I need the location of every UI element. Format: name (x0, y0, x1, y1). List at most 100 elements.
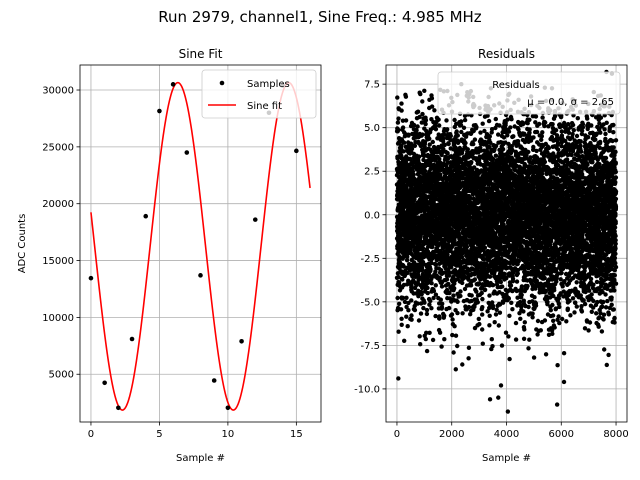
legend-box (201, 69, 317, 119)
residual-point (471, 141, 476, 147)
residual-point (460, 280, 465, 286)
residual-point (427, 142, 432, 147)
residual-point (449, 312, 455, 317)
residual-point (433, 269, 438, 274)
residual-point (526, 304, 531, 310)
residual-point (446, 305, 452, 311)
residual-point (397, 301, 402, 306)
residual-point (451, 350, 456, 355)
sample-point (252, 217, 258, 222)
residual-point (493, 312, 499, 317)
residual-point (430, 139, 435, 145)
residual-point (409, 313, 414, 318)
residual-point (399, 316, 404, 321)
residual-point (424, 348, 430, 354)
residual-point (480, 121, 485, 126)
residual-point (412, 307, 418, 313)
residual-point (442, 132, 447, 137)
residual-point (424, 330, 429, 335)
residual-point (500, 147, 506, 152)
residual-point (427, 302, 432, 307)
residual-point (442, 313, 447, 318)
residual-point (460, 362, 465, 367)
residual-point (487, 293, 492, 298)
x-tick-label: 10 (222, 429, 235, 440)
residual-point (463, 140, 468, 146)
residual-point (492, 320, 497, 325)
residual-point (427, 330, 432, 335)
residual-point (429, 306, 434, 311)
residual-point (404, 314, 409, 319)
residual-point (482, 287, 488, 292)
y-tick-label: 30000 (42, 86, 74, 97)
y-tick-label: 5000 (49, 370, 74, 381)
residual-point (396, 116, 401, 121)
residual-point (439, 305, 445, 310)
residual-point (498, 279, 503, 285)
residual-point (514, 279, 520, 284)
sample-point (239, 338, 244, 344)
residual-point (513, 320, 519, 326)
residual-point (508, 283, 514, 288)
residual-point (506, 129, 512, 134)
residual-point (441, 136, 446, 141)
residual-point (418, 91, 423, 97)
residual-point (480, 341, 485, 346)
residual-point (431, 295, 436, 301)
residual-point (420, 246, 426, 251)
residual-point (453, 367, 458, 372)
residual-point (438, 297, 443, 302)
residual-point (401, 149, 406, 154)
residual-point (413, 221, 418, 226)
residual-point (490, 344, 495, 349)
residual-point (527, 337, 532, 342)
residual-point (420, 99, 425, 104)
residual-point (487, 323, 492, 328)
residual-point (439, 260, 444, 265)
residual-point (412, 143, 418, 148)
residual-point (474, 289, 479, 294)
residual-point (425, 290, 430, 296)
residual-point (454, 129, 459, 134)
residual-point (409, 184, 414, 189)
residual-point (422, 153, 427, 158)
residual-point (472, 137, 478, 142)
residual-point (396, 127, 401, 133)
residual-point (400, 277, 405, 282)
residual-point (414, 128, 419, 133)
residual-point (480, 296, 485, 302)
residual-point (451, 293, 456, 298)
x-tick-label: 0 (88, 429, 94, 440)
residual-point (440, 301, 445, 306)
y-tick-label: 15000 (42, 256, 74, 267)
residual-point (439, 284, 445, 289)
residual-point (415, 301, 420, 306)
residual-point (446, 141, 451, 146)
residual-point (423, 336, 428, 342)
residual-point (480, 312, 485, 317)
residual-point (395, 156, 400, 161)
residual-point (474, 124, 479, 130)
residual-point (437, 330, 443, 335)
residual-point (510, 307, 515, 312)
residual-point (459, 119, 464, 124)
sample-point (211, 378, 217, 383)
residual-point (417, 334, 422, 339)
residual-point (507, 356, 512, 362)
residual-point (412, 196, 417, 202)
residual-point (400, 125, 406, 130)
residual-point (526, 149, 531, 155)
residual-point (409, 146, 415, 151)
residual-point (460, 311, 465, 316)
residual-point (526, 346, 531, 351)
residual-point (415, 109, 421, 114)
residual-point (396, 329, 401, 334)
residual-point (419, 291, 424, 297)
residual-point (480, 327, 485, 332)
sample-point (157, 108, 162, 114)
residual-point (469, 160, 474, 165)
residual-point (453, 333, 459, 338)
residual-point (482, 245, 488, 250)
sine-fit-axes: 0 5 10 1550001000015000200002500030000Sine … (17, 47, 322, 464)
sample-point (88, 275, 94, 281)
